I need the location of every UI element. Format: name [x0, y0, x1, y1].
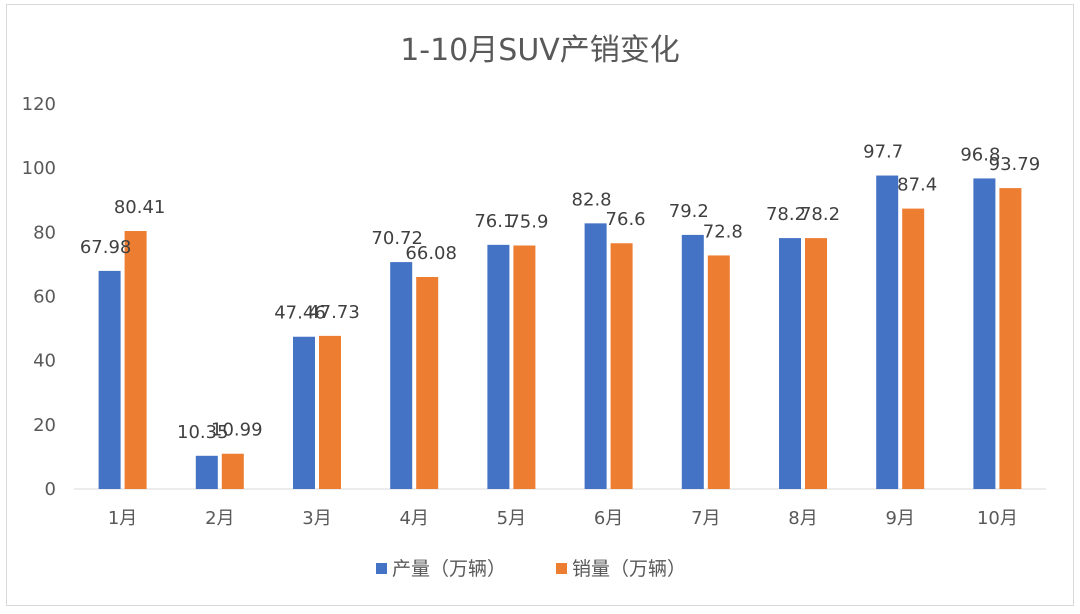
- y-tick-label: 80: [33, 222, 56, 243]
- legend-swatch: [376, 563, 387, 574]
- data-label: 72.8: [703, 221, 743, 242]
- data-label: 78.2: [766, 204, 806, 225]
- bar-sales: [805, 238, 827, 489]
- legend: 产量（万辆） 销量（万辆）: [376, 558, 686, 580]
- bar-production: [973, 178, 996, 489]
- x-tick-label: 5月: [497, 508, 526, 529]
- data-label: 87.4: [897, 175, 937, 196]
- data-label: 47.73: [308, 302, 360, 323]
- y-tick-label: 0: [45, 479, 56, 500]
- data-label: 96.8: [960, 144, 1000, 165]
- data-label: 66.08: [405, 243, 457, 264]
- x-tick-label: 1月: [108, 508, 137, 529]
- bar-production: [876, 175, 899, 489]
- x-tick-label: 7月: [691, 508, 720, 529]
- bar-sales: [513, 245, 536, 489]
- bar-sales: [999, 188, 1022, 489]
- x-tick-label: 6月: [594, 508, 623, 529]
- data-label: 79.2: [669, 201, 709, 222]
- bar-production: [584, 223, 607, 489]
- y-tick-label: 60: [33, 287, 56, 308]
- y-tick-label: 20: [33, 415, 56, 436]
- legend-label: 销量（万辆）: [572, 558, 686, 580]
- bar-production: [195, 455, 218, 489]
- x-axis: 1月 2月 3月 4月 5月 6月 7月 8月 9月 10月: [74, 488, 1046, 529]
- bars: [98, 175, 1022, 489]
- bar-sales: [416, 276, 439, 489]
- y-tick-label: 100: [22, 158, 56, 179]
- bar-sales: [610, 243, 633, 489]
- bar-production: [98, 270, 121, 489]
- x-tick-label: 8月: [788, 508, 817, 529]
- x-tick-label: 4月: [399, 508, 428, 529]
- bar-sales: [707, 255, 730, 489]
- bar-production: [779, 238, 801, 489]
- x-tick-label: 9月: [885, 508, 914, 529]
- bar-production: [293, 336, 315, 489]
- y-tick-label: 120: [22, 94, 56, 115]
- x-tick-label: 3月: [302, 508, 331, 529]
- chart-title: 1-10月SUV产销变化: [400, 33, 680, 68]
- data-label: 82.8: [572, 189, 612, 210]
- bar-production: [487, 244, 510, 489]
- data-label: 47.46: [274, 303, 326, 324]
- data-label: 97.7: [863, 142, 903, 163]
- data-label: 67.98: [80, 237, 132, 258]
- data-label: 76.1: [474, 211, 514, 232]
- data-label: 76.6: [606, 209, 646, 230]
- data-label: 75.9: [508, 211, 548, 232]
- y-axis: 0 20 40 60 80 100 120: [22, 94, 56, 500]
- legend-label: 产量（万辆）: [392, 558, 506, 580]
- y-tick-label: 40: [33, 351, 56, 372]
- bar-sales: [319, 335, 341, 489]
- x-tick-label: 2月: [205, 508, 234, 529]
- bar-sales: [124, 231, 147, 489]
- legend-swatch: [556, 563, 567, 574]
- bar-sales: [221, 453, 244, 489]
- data-label: 78.2: [800, 204, 840, 225]
- bar-sales: [902, 208, 925, 489]
- data-label: 10.99: [211, 420, 263, 441]
- x-tick-label: 10月: [977, 508, 1018, 529]
- bar-production: [390, 262, 413, 489]
- data-label: 70.72: [371, 228, 423, 249]
- data-label: 93.79: [989, 154, 1041, 175]
- data-label: 10.35: [177, 422, 229, 443]
- bar-production: [681, 234, 704, 489]
- data-label: 80.41: [114, 197, 166, 218]
